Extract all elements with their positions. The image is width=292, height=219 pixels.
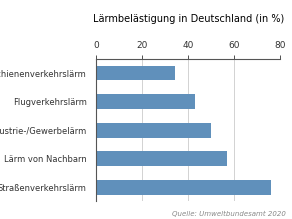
- Text: Quelle: Umweltbundesamt 2020: Quelle: Umweltbundesamt 2020: [172, 211, 286, 217]
- Bar: [96, 66, 175, 81]
- Bar: [96, 94, 195, 109]
- Bar: [96, 123, 211, 138]
- Title: Lärmbelästigung in Deutschland (in %): Lärmbelästigung in Deutschland (in %): [93, 14, 284, 24]
- Bar: [96, 152, 227, 166]
- Bar: [96, 180, 271, 195]
